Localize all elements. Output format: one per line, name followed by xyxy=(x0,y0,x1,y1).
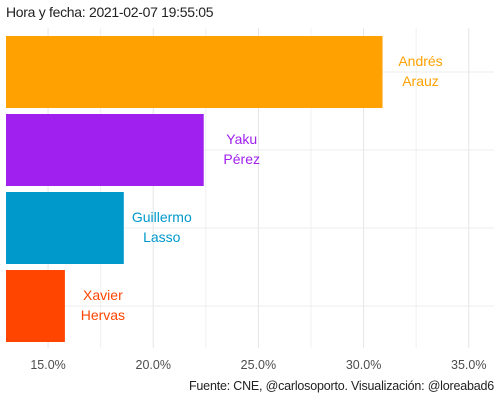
bar-label: Xavier xyxy=(83,287,123,303)
bar xyxy=(6,114,204,186)
bar xyxy=(6,270,65,342)
chart-caption: Fuente: CNE, @carlosoporto. Visualizació… xyxy=(189,379,494,393)
bar-labels: Andrés Arauz Yaku Pérez Guillermo Lasso Xavier… xyxy=(81,53,443,323)
chart-subtitle: Hora y fecha: 2021-02-07 19:55:05 xyxy=(6,4,214,20)
x-tick-label: 20.0% xyxy=(136,358,171,372)
bar-label: Yaku xyxy=(226,131,257,147)
bar-label: Andrés xyxy=(398,53,442,69)
bar-label: Arauz xyxy=(402,73,439,89)
bar-label: Lasso xyxy=(143,229,181,245)
bar xyxy=(6,192,124,264)
bar-label: Guillermo xyxy=(132,209,192,225)
bar-label: Pérez xyxy=(223,151,260,167)
x-axis-ticks: 15.0% 20.0% 25.0% 30.0% 35.0% xyxy=(30,358,486,372)
x-tick-label: 25.0% xyxy=(241,358,276,372)
bar xyxy=(6,36,383,108)
bars xyxy=(6,36,383,342)
bar-label: Hervas xyxy=(81,307,125,323)
x-tick-label: 15.0% xyxy=(30,358,65,372)
x-tick-label: 35.0% xyxy=(451,358,486,372)
x-tick-label: 30.0% xyxy=(346,358,381,372)
